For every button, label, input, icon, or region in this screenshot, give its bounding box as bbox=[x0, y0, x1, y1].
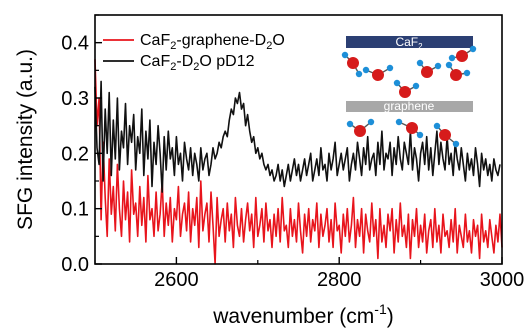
y-tick-label-3: 0.3 bbox=[61, 88, 89, 110]
graphene-label: graphene bbox=[384, 99, 435, 113]
x-tick-label-2800: 2800 bbox=[317, 269, 362, 291]
deuterium-atom bbox=[341, 51, 349, 59]
y-tick-label-1: 0.1 bbox=[61, 199, 89, 221]
oxygen-atom bbox=[421, 66, 433, 78]
oxygen-atom bbox=[354, 125, 366, 137]
deuterium-atom bbox=[463, 69, 471, 77]
deuterium-atom bbox=[362, 66, 370, 74]
graphene-bar bbox=[346, 101, 473, 112]
legend-part: 2 bbox=[266, 40, 272, 52]
oxygen-atom bbox=[372, 69, 384, 81]
deuterium-atom bbox=[355, 70, 363, 78]
x-axis-title-text: wavenumber (cm bbox=[212, 305, 374, 328]
oxygen-atom bbox=[456, 50, 468, 62]
x-axis-title-close: ) bbox=[387, 305, 394, 328]
deuterium-atom bbox=[386, 64, 394, 72]
y-tick-label-4: 0.4 bbox=[61, 33, 89, 55]
caf2-label-main: CaF bbox=[395, 35, 418, 49]
deuterium-atom bbox=[346, 120, 354, 128]
legend-part: CaF bbox=[140, 32, 170, 49]
legend-part: 2 bbox=[193, 61, 199, 73]
oxygen-atom bbox=[450, 69, 462, 81]
deuterium-atom bbox=[393, 79, 401, 87]
oxygen-atom bbox=[406, 122, 418, 134]
inset-schematic: CaF2 graphene bbox=[341, 35, 477, 148]
deuterium-atom bbox=[469, 45, 477, 53]
deuterium-atom bbox=[452, 140, 460, 148]
deuterium-atom bbox=[395, 118, 403, 126]
oxygen-atom bbox=[399, 86, 411, 98]
caf2-label-sub: 2 bbox=[418, 42, 423, 51]
caf2-label: CaF2 bbox=[395, 35, 423, 51]
x-axis-title-superscript: -1 bbox=[374, 301, 387, 317]
deuterium-atom bbox=[367, 118, 375, 126]
deuterium-atom bbox=[434, 62, 442, 70]
series-line-2 bbox=[94, 80, 501, 193]
y-tick-label-0: 0.0 bbox=[61, 254, 89, 276]
y-tick-label-2: 0.2 bbox=[61, 143, 89, 165]
deuterium-atom bbox=[448, 54, 456, 62]
x-tick-label-2600: 2600 bbox=[154, 269, 199, 291]
legend-part: O pD12 bbox=[199, 53, 254, 70]
legend-label-1: CaF2-graphene-D2O bbox=[140, 32, 285, 52]
caf2-bar bbox=[346, 36, 473, 48]
series-layer bbox=[94, 59, 503, 265]
deuterium-atom bbox=[416, 131, 424, 139]
plot-frame bbox=[94, 14, 503, 265]
legend-part: -graphene-D bbox=[176, 32, 266, 49]
legend-part: 2 bbox=[170, 40, 176, 52]
legend-part: -D bbox=[176, 53, 193, 70]
x-axis-title: wavenumber (cm-1) bbox=[212, 301, 394, 328]
deuterium-atom bbox=[445, 61, 453, 69]
legend-part: CaF bbox=[140, 53, 170, 70]
x-tick-label-3000: 3000 bbox=[480, 269, 525, 291]
legend-label-2: CaF2-D2O pD12 bbox=[140, 53, 255, 73]
axis-layer: 2600 2800 3000 0.0 0.1 0.2 0.3 0.4 bbox=[61, 14, 525, 291]
y-axis-title: SFG intensity (a.u.) bbox=[14, 49, 37, 230]
legend-part: O bbox=[272, 32, 284, 49]
oxygen-atom bbox=[439, 129, 451, 141]
deuterium-atom bbox=[433, 122, 441, 130]
deuterium-atom bbox=[416, 59, 424, 67]
legend-part: 2 bbox=[170, 61, 176, 73]
oxygen-atom bbox=[347, 57, 359, 69]
deuterium-atom bbox=[412, 82, 420, 90]
series-line-1 bbox=[94, 59, 503, 265]
